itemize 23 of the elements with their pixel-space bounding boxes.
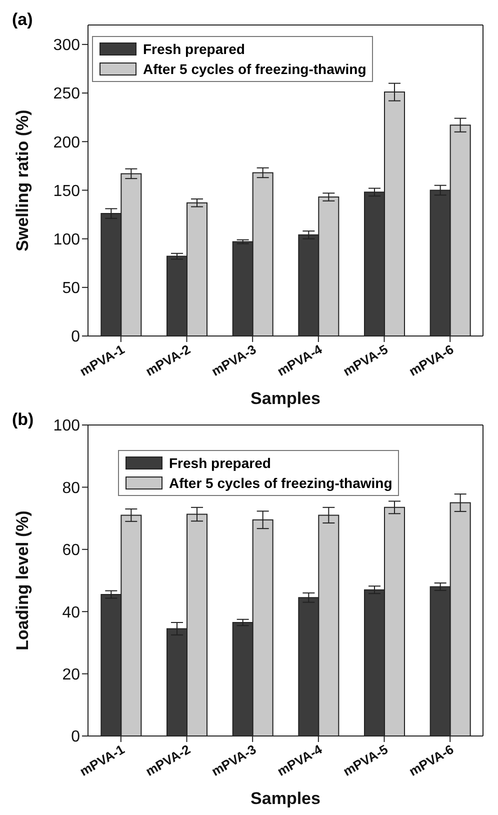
y-tick-label: 20 [62, 666, 80, 684]
y-tick-label: 250 [53, 86, 80, 103]
legend-label: Fresh prepared [169, 454, 271, 473]
y-tick-label: 150 [53, 182, 80, 200]
legend-label: After 5 cycles of freezing-thawing [143, 60, 366, 79]
y-axis-title: Swelling ratio (%) [13, 110, 32, 252]
y-tick-label: 60 [62, 542, 80, 560]
y-tick-label: 200 [53, 134, 80, 152]
chart-title: (a) [12, 10, 33, 30]
y-axis-title: Loading level (%) [13, 510, 32, 650]
x-axis-title: Samples [250, 389, 320, 408]
x-axis-title: Samples [250, 789, 320, 808]
legend-label: Fresh prepared [143, 40, 245, 59]
y-tick-label: 50 [62, 280, 80, 298]
y-tick-label: 100 [53, 231, 80, 248]
y-tick-label: 300 [53, 37, 80, 54]
chart-title: (b) [12, 410, 34, 430]
legend-label: After 5 cycles of freezing-thawing [169, 474, 392, 493]
y-tick-label: 0 [71, 728, 80, 746]
y-tick-label: 80 [62, 480, 80, 497]
y-tick-label: 100 [53, 418, 80, 435]
y-tick-label: 0 [71, 328, 80, 346]
y-tick-label: 40 [62, 604, 80, 622]
